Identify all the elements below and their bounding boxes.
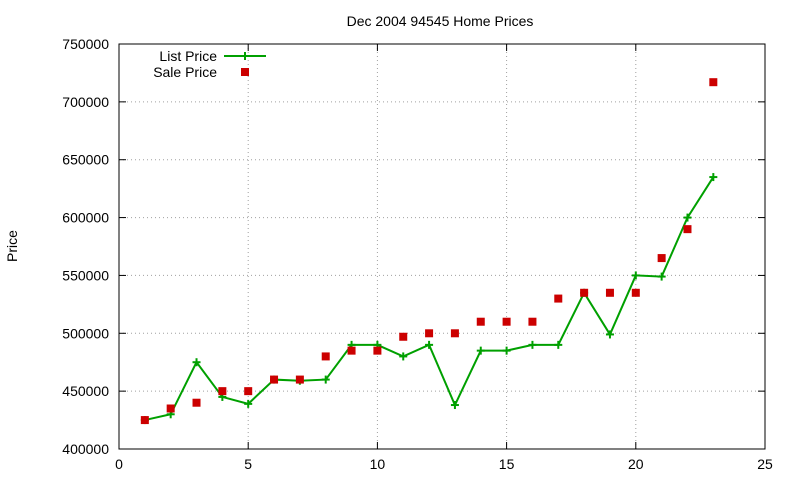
- list-price-point: [244, 399, 253, 408]
- sale-price-point: [140, 416, 149, 425]
- y-tick-label: 650000: [62, 152, 109, 168]
- y-tick-label: 600000: [62, 210, 109, 226]
- list-price-point: [450, 401, 459, 410]
- list-price-point: [476, 346, 485, 355]
- y-tick-label: 550000: [62, 267, 109, 283]
- y-tick-label: 450000: [62, 383, 109, 399]
- x-tick-label: 15: [499, 456, 515, 472]
- sale-price-point: [631, 288, 640, 297]
- sale-price-point: [657, 254, 666, 263]
- plot-border: [118, 43, 766, 450]
- sale-price-point: [528, 317, 537, 326]
- list-price-point: [399, 352, 408, 361]
- y-tick-label: 400000: [62, 441, 109, 457]
- sale-price-point: [166, 404, 175, 413]
- sale-price-point: [450, 329, 459, 338]
- list-price-line: [144, 176, 715, 422]
- sale-price-point: [218, 387, 227, 396]
- x-tick-label: 10: [370, 456, 386, 472]
- y-axis-label: Price: [4, 230, 20, 262]
- series-list-price: [140, 173, 718, 425]
- sale-price-point: [295, 375, 304, 384]
- sale-price-point: [605, 288, 614, 297]
- sale-price-point: [244, 387, 253, 396]
- sale-price-point: [373, 346, 382, 355]
- list-price-point: [528, 340, 537, 349]
- list-price-point: [425, 340, 434, 349]
- y-tick-label: 500000: [62, 325, 109, 341]
- sale-price-point: [580, 288, 589, 297]
- series-sale-price: [140, 78, 718, 425]
- axes: 0 5 10 15 20 25 400000 450000 500000 550000 600000…: [62, 36, 773, 472]
- sale-price-point: [683, 225, 692, 234]
- data-series: [140, 78, 718, 425]
- sale-price-point: [425, 329, 434, 338]
- sale-price-point: [554, 294, 563, 303]
- list-price-point: [709, 173, 718, 182]
- x-tick-label: 5: [244, 456, 252, 472]
- chart-title: Dec 2004 94545 Home Prices: [347, 13, 534, 29]
- x-tick-label: 25: [757, 456, 773, 472]
- list-price-point: [657, 272, 666, 281]
- list-price-point: [631, 271, 640, 280]
- legend-swatch-marker: [241, 52, 249, 60]
- x-tick-label: 20: [628, 456, 644, 472]
- legend-swatch-square: [241, 68, 249, 76]
- y-tick-label: 700000: [62, 94, 109, 110]
- sale-price-point: [321, 352, 330, 361]
- sale-price-point: [476, 317, 485, 326]
- sale-price-point: [347, 346, 356, 355]
- list-price-point: [683, 213, 692, 222]
- sale-price-point: [270, 375, 279, 384]
- list-price-point: [554, 340, 563, 349]
- list-price-point: [502, 346, 511, 355]
- sale-price-point: [502, 317, 511, 326]
- x-tick-label: 0: [115, 456, 123, 472]
- y-tick-label: 750000: [62, 36, 109, 52]
- list-price-point: [605, 330, 614, 339]
- list-price-point: [321, 375, 330, 384]
- list-price-point: [192, 358, 201, 367]
- sale-price-point: [709, 78, 718, 87]
- sale-price-point: [399, 332, 408, 341]
- legend-label: List Price: [159, 48, 217, 64]
- legend-label: Sale Price: [153, 64, 217, 80]
- sale-price-point: [192, 398, 201, 407]
